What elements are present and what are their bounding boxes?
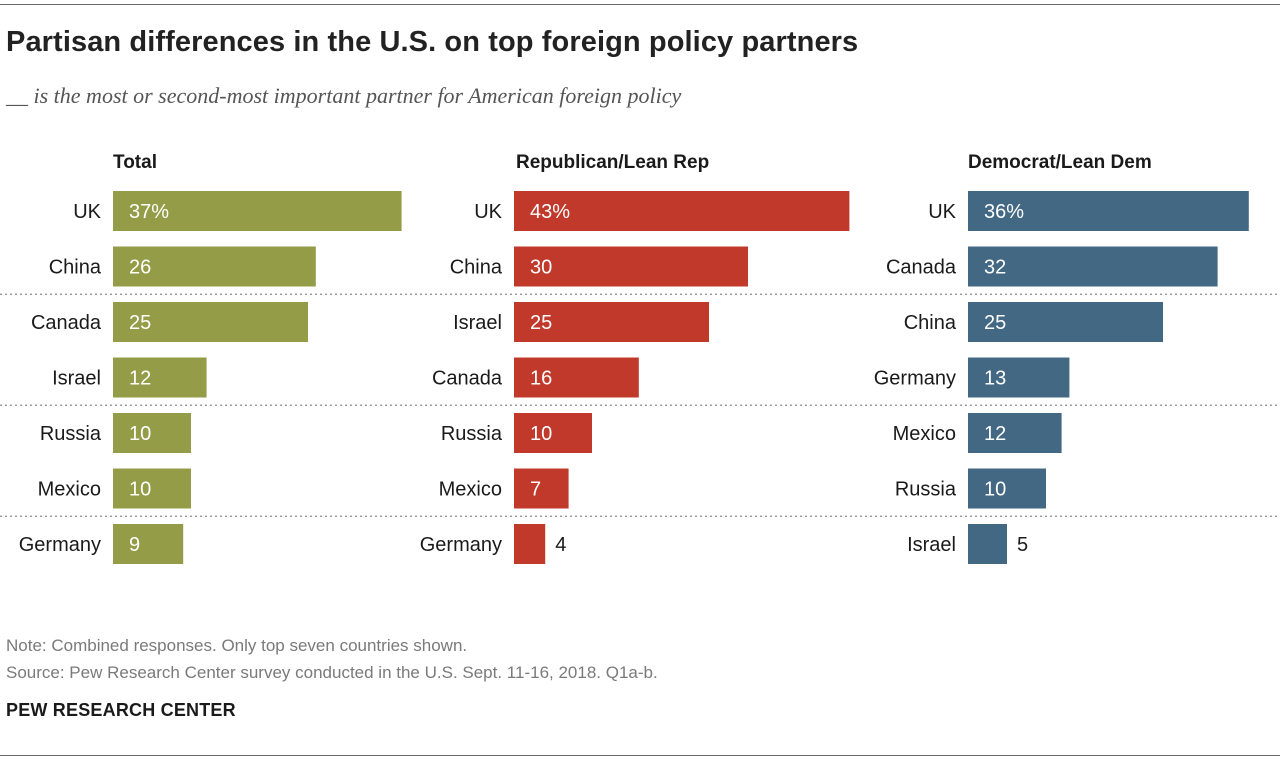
category-label: UK [928,201,956,223]
panel-title: Total [113,152,157,173]
value-label: 10 [984,479,1006,501]
category-label: Mexico [893,423,956,445]
category-label: Germany [874,368,956,390]
panel-0: Total UK 37% China 26 Canada 25 Israel 12 Russia 1… [19,152,402,564]
bar [968,246,1218,287]
value-label: 13 [984,368,1006,390]
bar [514,302,709,342]
value-label: 7 [530,479,541,501]
top-rule [0,4,1280,5]
pew-research-center-logo: PEW RESEARCH CENTER [6,700,236,720]
bar [514,357,639,398]
value-label: 5 [1017,534,1028,556]
category-label: Russia [441,423,503,445]
value-label: 43% [530,201,570,223]
value-label: 25 [984,312,1006,334]
value-label: 26 [129,257,151,279]
bar [514,191,850,231]
category-label: Canada [31,312,102,334]
category-label: China [49,257,102,279]
category-label: Russia [895,479,957,501]
bar [113,468,191,509]
value-label: 36% [984,201,1024,223]
bar [113,413,191,453]
bar [968,524,1007,564]
chart-title: Partisan differences in the U.S. on top … [6,26,859,58]
bar [968,191,1249,231]
bar [113,302,308,342]
panel-title: Democrat/Lean Dem [968,152,1152,173]
value-label: 12 [129,368,151,390]
bar [514,468,569,509]
bar [968,413,1062,453]
chart-subtitle: __ is the most or second-most important … [6,83,682,108]
value-label: 37% [129,201,169,223]
category-label: Israel [52,368,101,390]
bar-chart: Total UK 37% China 26 Canada 25 Israel 12 Russia 1… [0,152,1280,564]
category-label: Israel [907,534,956,556]
chart-note: Note: Combined responses. Only top seven… [6,636,468,655]
value-label: 25 [129,312,151,334]
bar [514,246,748,287]
chart-source: Source: Pew Research Center survey condu… [6,663,658,682]
value-label: 12 [984,423,1006,445]
category-label: UK [73,201,101,223]
category-label: Germany [420,534,502,556]
category-label: Canada [886,257,957,279]
bar [514,524,546,564]
bar [113,524,184,564]
category-label: Germany [19,534,101,556]
value-label: 16 [530,368,552,390]
bar [113,191,402,231]
value-label: 10 [129,479,151,501]
bar [968,302,1163,342]
category-label: UK [474,201,502,223]
category-label: Mexico [38,479,101,501]
category-label: Mexico [439,479,502,501]
category-label: China [450,257,503,279]
value-label: 10 [530,423,552,445]
value-label: 25 [530,312,552,334]
bar [113,246,316,287]
bottom-rule [0,755,1280,756]
panel-title: Republican/Lean Rep [516,152,709,173]
category-label: Israel [453,312,502,334]
category-label: Canada [432,368,503,390]
category-label: Russia [40,423,102,445]
value-label: 32 [984,257,1006,279]
bar [968,357,1070,398]
category-label: China [904,312,957,334]
value-label: 10 [129,423,151,445]
panel-1: Republican/Lean Rep UK 43% China 30 Israel 25 C… [420,152,850,564]
bar [514,413,592,453]
value-label: 9 [129,534,140,556]
bar [968,468,1046,509]
panel-2: Democrat/Lean Dem UK 36% Canada 32 China 25 Ger… [874,152,1249,564]
bar [113,357,207,398]
value-label: 30 [530,257,552,279]
value-label: 4 [555,534,566,556]
